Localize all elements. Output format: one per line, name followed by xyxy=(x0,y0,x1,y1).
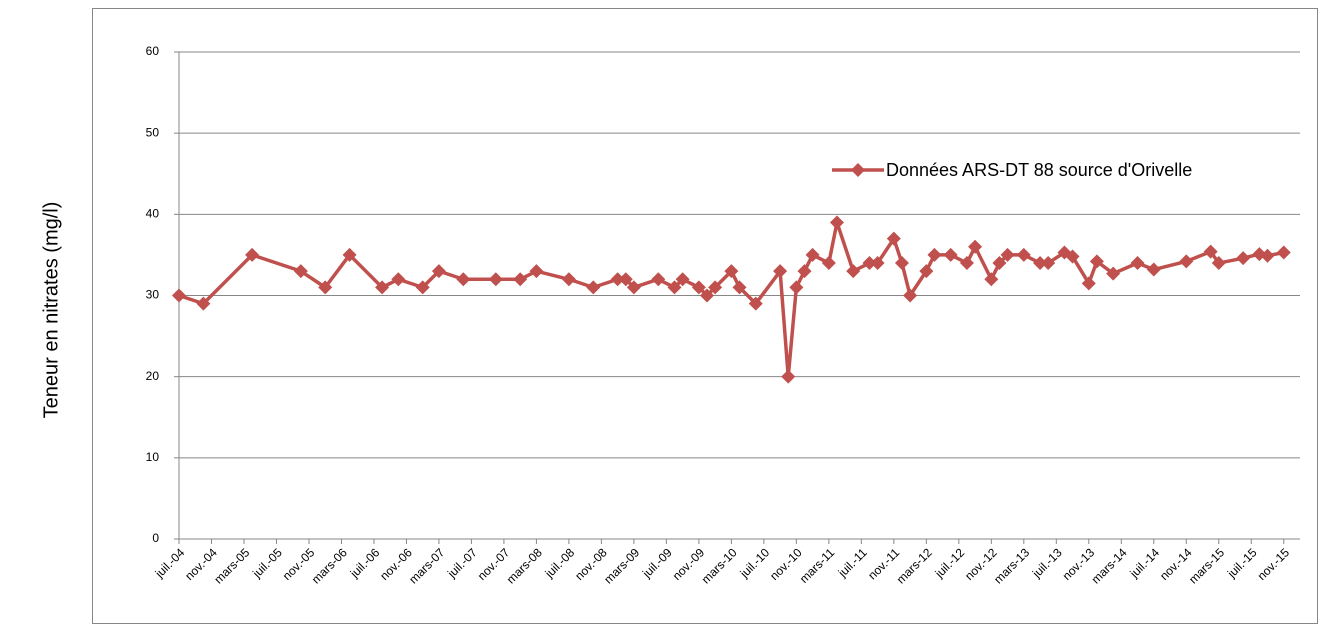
data-point xyxy=(1236,251,1251,266)
data-point xyxy=(748,296,763,311)
data-point xyxy=(342,247,357,262)
data-point xyxy=(781,369,796,384)
data-point xyxy=(1000,247,1015,262)
data-point xyxy=(651,272,666,287)
data-point xyxy=(724,264,739,279)
data-point xyxy=(1252,247,1267,262)
y-tick-label: 50 xyxy=(146,125,160,139)
data-point xyxy=(789,280,804,295)
data-point xyxy=(431,264,446,279)
data-point xyxy=(586,280,601,295)
data-point xyxy=(829,215,844,230)
data-point xyxy=(903,288,918,303)
y-tick-label: 20 xyxy=(146,369,160,383)
data-point xyxy=(1033,256,1048,271)
data-point xyxy=(805,247,820,262)
data-point xyxy=(894,256,909,271)
data-point xyxy=(984,272,999,287)
data-point xyxy=(610,272,625,287)
data-point xyxy=(1041,256,1056,271)
data-point xyxy=(529,264,544,279)
data-point xyxy=(732,280,747,295)
data-point xyxy=(626,280,641,295)
y-tick-label: 60 xyxy=(146,44,160,58)
data-point xyxy=(708,280,723,295)
data-point xyxy=(391,272,406,287)
data-point xyxy=(245,247,260,262)
data-point xyxy=(456,272,471,287)
y-tick-label: 30 xyxy=(146,288,160,302)
data-point xyxy=(773,264,788,279)
data-point xyxy=(1089,254,1104,269)
data-point xyxy=(691,280,706,295)
data-point xyxy=(943,247,958,262)
data-point xyxy=(196,296,211,311)
data-point xyxy=(797,264,812,279)
data-point xyxy=(700,288,715,303)
data-point xyxy=(172,288,186,303)
data-point xyxy=(846,264,861,279)
data-point xyxy=(675,272,690,287)
data-point xyxy=(1203,244,1218,259)
data-point xyxy=(1211,256,1226,271)
data-point xyxy=(1146,262,1161,277)
data-point xyxy=(667,280,682,295)
data-point xyxy=(919,264,934,279)
data-point xyxy=(1106,266,1121,281)
data-point xyxy=(415,280,430,295)
data-point xyxy=(1016,247,1031,262)
chart-frame xyxy=(92,8,1318,624)
data-point xyxy=(513,272,528,287)
legend-swatch-marker xyxy=(851,163,865,177)
data-point xyxy=(968,239,983,254)
data-point xyxy=(1276,245,1291,260)
legend-item: Données ARS-DT 88 source d'Orivelle xyxy=(886,160,1193,180)
y-tick-label: 10 xyxy=(146,450,160,464)
data-point xyxy=(992,256,1007,271)
legend-label: Données ARS-DT 88 source d'Orivelle xyxy=(886,160,1193,180)
data-point xyxy=(870,256,885,271)
data-point xyxy=(375,280,390,295)
data-point xyxy=(561,272,576,287)
data-point xyxy=(488,272,503,287)
data-point xyxy=(1081,276,1096,291)
data-point xyxy=(318,280,333,295)
y-tick-label: 40 xyxy=(146,207,160,221)
data-point xyxy=(1260,248,1275,263)
data-point xyxy=(293,264,308,279)
data-point xyxy=(927,247,942,262)
y-axis-label: Teneur en nitrates (mg/l) xyxy=(40,202,62,419)
data-point xyxy=(1130,256,1145,271)
data-point xyxy=(862,256,877,271)
data-point xyxy=(821,256,836,271)
data-point xyxy=(886,231,901,246)
data-point xyxy=(959,256,974,271)
data-point xyxy=(618,272,633,287)
data-point xyxy=(1179,254,1194,269)
data-point xyxy=(1065,249,1080,264)
y-tick-label: 0 xyxy=(152,531,159,545)
